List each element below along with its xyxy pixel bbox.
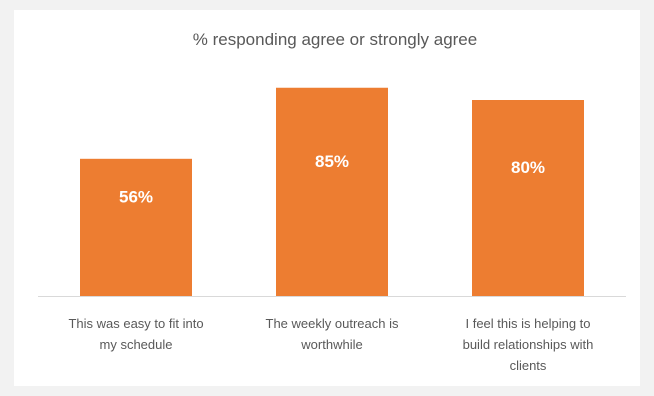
category-label-line: clients [510,358,547,373]
category-label-line: build relationships with [463,337,594,352]
bars-group: 56% 85% 80% [80,87,584,296]
category-label-2: The weekly outreach is worthwhile [266,316,399,352]
category-label-line: I feel this is helping to [465,316,590,331]
bar-value-label-3: 80% [511,158,545,177]
category-label-3: I feel this is helping to build relations… [463,316,594,373]
bar-2 [276,87,388,296]
chart-title: % responding agree or strongly agree [193,30,477,49]
category-label-line: worthwhile [300,337,362,352]
category-label-line: my schedule [100,337,173,352]
category-label-line: The weekly outreach is [266,316,399,331]
bar-value-label-2: 85% [315,152,349,171]
bar-value-label-1: 56% [119,187,153,206]
bar-1 [80,158,192,296]
category-label-1: This was easy to fit into my schedule [68,316,203,352]
bar-3 [472,100,584,296]
category-label-line: This was easy to fit into [68,316,203,331]
category-labels: This was easy to fit into my schedule The … [68,316,593,373]
